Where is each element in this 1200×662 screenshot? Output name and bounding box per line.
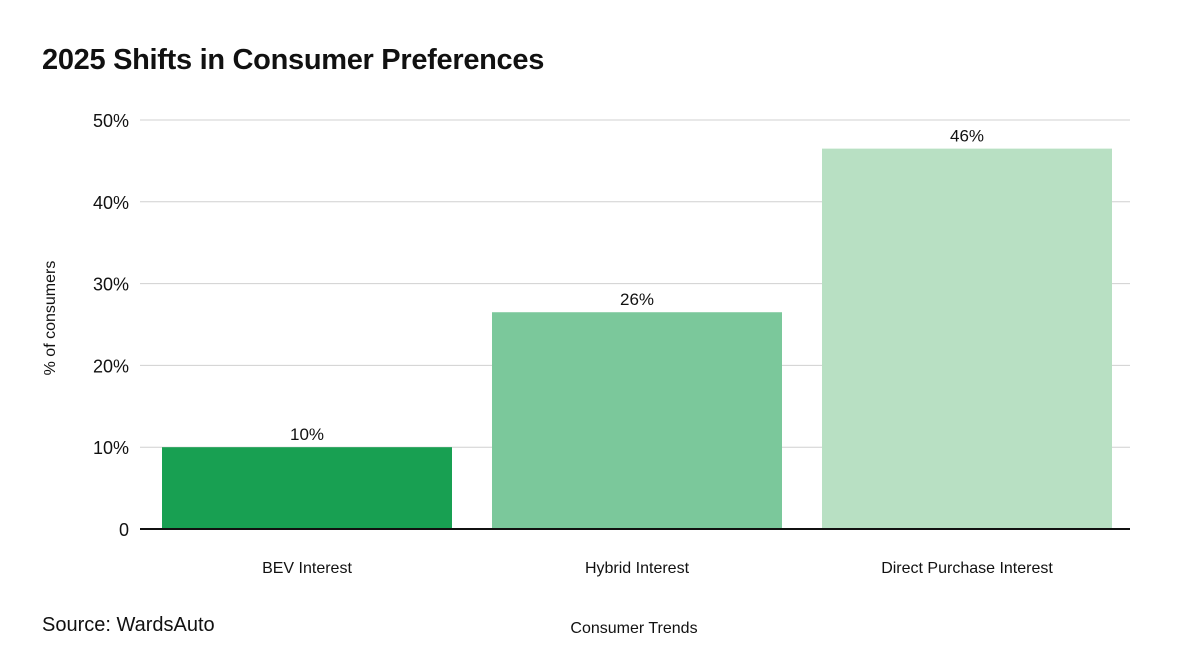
y-axis-ticks: 0 10% 20% 30% 40% 50% (93, 111, 129, 540)
source-note: Source: WardsAuto (42, 614, 215, 636)
y-tick-label: 40% (93, 193, 129, 213)
category-label: Hybrid Interest (585, 560, 690, 577)
x-axis-title: Consumer Trends (570, 620, 697, 637)
data-labels: 10% 26% 46% (290, 127, 984, 445)
bar (492, 312, 782, 529)
bar (822, 148, 1112, 529)
bars (162, 148, 1112, 529)
data-label: 26% (620, 290, 654, 309)
y-tick-label: 30% (93, 275, 129, 295)
data-label: 10% (290, 425, 324, 444)
category-label: BEV Interest (262, 560, 352, 577)
category-label: Direct Purchase Interest (881, 560, 1053, 577)
chart-title: 2025 Shifts in Consumer Preferences (42, 44, 545, 76)
category-labels: BEV Interest Hybrid Interest Direct Purcha… (262, 560, 1053, 577)
y-tick-label: 20% (93, 356, 129, 376)
data-label: 46% (950, 127, 984, 146)
y-tick-label: 0 (119, 520, 129, 540)
y-tick-label: 10% (93, 438, 129, 458)
y-tick-label: 50% (93, 111, 129, 131)
bar (162, 447, 452, 529)
y-axis-title: % of consumers (42, 261, 59, 376)
